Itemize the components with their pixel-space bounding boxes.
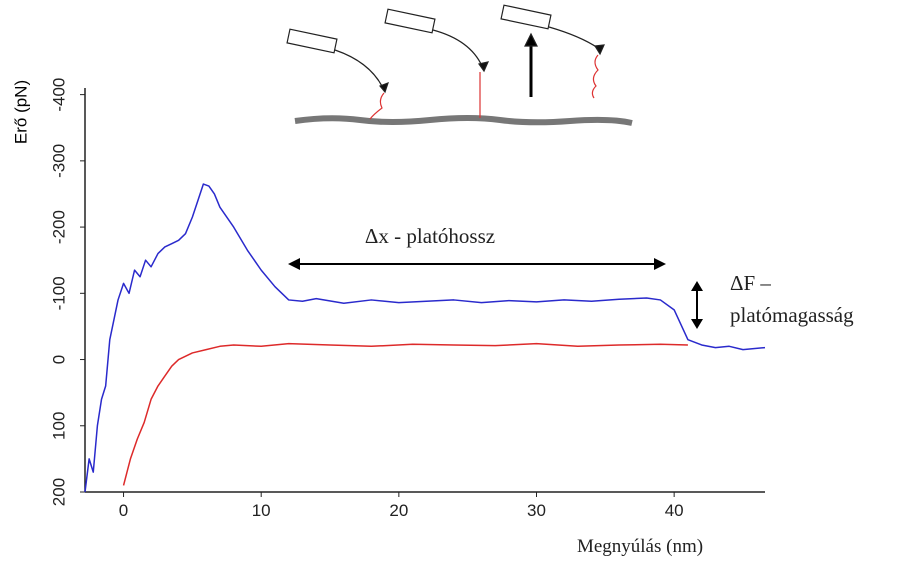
x-tick-label: 0 — [119, 501, 128, 520]
y-tick-label: -200 — [49, 210, 68, 244]
annotation: platómagasság — [730, 303, 854, 327]
x-tick-label: 10 — [252, 501, 271, 520]
y-tick-label: -100 — [49, 276, 68, 310]
y-tick-label: 200 — [49, 478, 68, 506]
x-tick-label: 40 — [665, 501, 684, 520]
y-tick-label: 100 — [49, 412, 68, 440]
annotation: Δx - platóhossz — [365, 224, 495, 248]
data-line — [84, 183, 766, 493]
y-tick-label: -300 — [49, 144, 68, 178]
x-axis-label: Megnyúlás (nm) — [577, 536, 703, 557]
y-tick-label: 0 — [49, 355, 68, 364]
x-tick-label: 30 — [527, 501, 546, 520]
y-tick-label: -400 — [49, 78, 68, 112]
x-tick-label: 20 — [389, 501, 408, 520]
y-axis-label: Erő (pN) — [11, 80, 30, 144]
data-line — [122, 342, 688, 486]
annotation: ΔF – — [730, 271, 771, 295]
afm-illustration — [286, 4, 633, 126]
arrows — [288, 258, 703, 329]
